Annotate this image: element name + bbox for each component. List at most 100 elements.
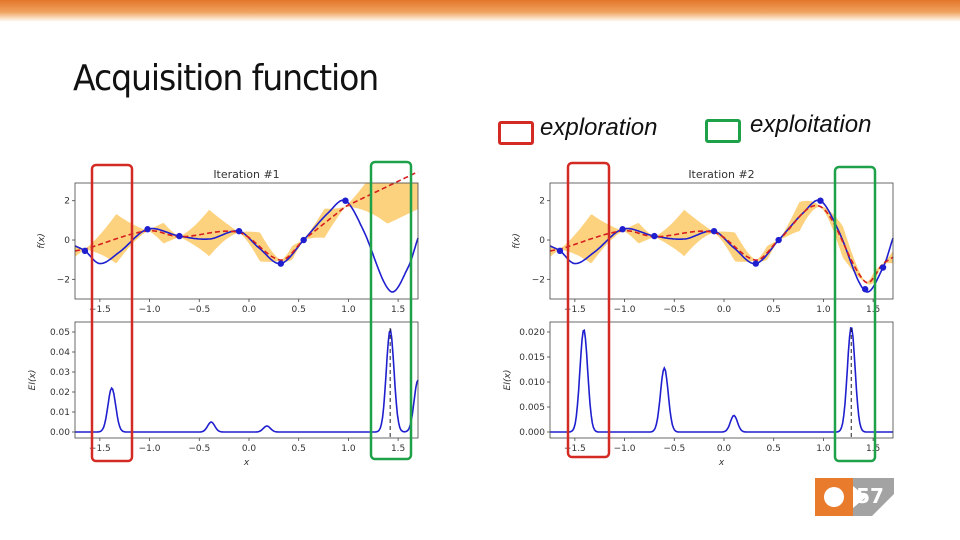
x-tick-label: 1.0 xyxy=(341,444,356,454)
observation-point xyxy=(752,260,759,267)
y-tick-label: 0.01 xyxy=(50,408,70,418)
x-tick-label: −1.0 xyxy=(139,305,161,315)
x-tick-label: 0.5 xyxy=(767,444,781,454)
plot-frame xyxy=(74,182,419,300)
x-tick-label: 1.0 xyxy=(341,305,356,315)
logo-circle-icon xyxy=(824,487,844,507)
x-tick-label: 1.5 xyxy=(391,305,405,315)
exploration-legend-swatch xyxy=(498,121,534,145)
x-axis-label: x xyxy=(718,458,725,468)
y-axis-label: f(x) xyxy=(37,233,47,249)
x-tick-label: 0.0 xyxy=(242,305,257,315)
observation-point xyxy=(300,236,307,244)
chart-panel-2: −1.5 −1.0 −0.5 0.0 0.5 1.0 1.5 0.00 0.01 0.02 0.03… xyxy=(28,321,419,468)
exploitation-highlight-box-2 xyxy=(833,165,877,463)
x-axis-label: x xyxy=(243,458,250,468)
uncertainty-band xyxy=(75,183,418,264)
observation-point xyxy=(879,264,887,271)
logo-arrow-icon xyxy=(853,486,866,508)
slide-title: Acquisition function xyxy=(73,58,379,99)
uncertainty-band xyxy=(550,200,893,285)
y-tick-label: 2 xyxy=(539,197,545,207)
true-function-line xyxy=(74,199,419,293)
x-tick-label: 0.0 xyxy=(717,305,732,315)
observation-point xyxy=(176,232,183,240)
x-tick-label: 0.5 xyxy=(767,305,781,315)
exploitation-legend-label: exploitation xyxy=(750,111,872,138)
x-tick-label: −1.5 xyxy=(89,444,111,454)
plot-frame xyxy=(549,182,894,300)
plot-frame xyxy=(74,321,419,439)
observation-point xyxy=(861,285,869,293)
observation-point xyxy=(556,247,564,255)
x-tick-label: 0.0 xyxy=(717,444,732,454)
exploration-highlight-box-2 xyxy=(566,161,611,459)
y-tick-label: −2 xyxy=(57,275,70,285)
x-tick-label: −1.5 xyxy=(89,305,111,315)
observation-point xyxy=(235,227,243,235)
page-number: 57 xyxy=(856,484,884,508)
top-accent-bar xyxy=(0,0,960,22)
chart-panel-1: −1.5 −1.0 −0.5 0.0 0.5 1.0 1.5 −2 0 2 Iteration #1… xyxy=(37,168,419,315)
x-tick-label: −1.0 xyxy=(614,305,636,315)
x-tick-label: −0.5 xyxy=(188,444,210,454)
y-tick-label: 0 xyxy=(64,236,70,246)
y-tick-label: 0.00 xyxy=(50,428,70,438)
y-tick-label: 0.05 xyxy=(50,328,70,338)
x-tick-label: −0.5 xyxy=(188,305,210,315)
observation-point xyxy=(342,197,349,204)
y-axis-label: EI(x) xyxy=(28,370,38,391)
ei-plot-1 xyxy=(75,328,419,438)
plot-frame xyxy=(549,321,894,439)
observation-point xyxy=(775,236,782,244)
gp-plot-1 xyxy=(74,170,419,293)
badge-gray-shape xyxy=(846,478,894,516)
x-tick-label: 0.5 xyxy=(292,305,306,315)
observation-point xyxy=(144,226,151,233)
y-tick-label: 0.03 xyxy=(50,368,70,378)
observation-point xyxy=(277,260,284,267)
y-axis-label: f(x) xyxy=(512,233,522,249)
observation-point xyxy=(651,232,658,240)
page-number-badge: 57 xyxy=(815,478,894,516)
exploration-highlight-box-1 xyxy=(90,163,134,463)
y-tick-label: 0.02 xyxy=(50,388,70,398)
x-tick-label: −1.0 xyxy=(139,444,161,454)
x-tick-label: −0.5 xyxy=(663,305,685,315)
observation-point xyxy=(817,197,824,204)
x-tick-label: 1.5 xyxy=(866,444,880,454)
y-tick-label: 0 xyxy=(539,236,545,246)
x-tick-label: −1.5 xyxy=(564,305,586,315)
expected-improvement-line xyxy=(75,328,419,433)
y-axis-label: EI(x) xyxy=(503,370,513,391)
chart-title: Iteration #1 xyxy=(213,168,279,181)
chart-title: Iteration #2 xyxy=(688,168,754,181)
y-tick-label: 0.000 xyxy=(519,428,545,438)
observation-point xyxy=(81,247,89,255)
y-tick-label: 2 xyxy=(64,197,70,207)
observation-point xyxy=(710,227,718,235)
x-tick-label: −0.5 xyxy=(663,444,685,454)
y-tick-label: −2 xyxy=(532,275,545,285)
x-tick-label: 0.5 xyxy=(292,444,306,454)
x-tick-label: 0.0 xyxy=(242,444,257,454)
x-tick-label: −1.5 xyxy=(564,444,586,454)
exploitation-legend-swatch xyxy=(705,119,741,143)
x-tick-label: 1.5 xyxy=(866,305,880,315)
y-tick-label: 0.020 xyxy=(519,328,545,338)
observation-point xyxy=(619,226,626,233)
chart-panel-4: −1.5 −1.0 −0.5 0.0 0.5 1.0 1.5 0.000 0.005 0.010 0… xyxy=(503,321,894,468)
x-tick-label: 1.5 xyxy=(391,444,405,454)
y-tick-label: 0.005 xyxy=(519,403,545,413)
gp-plot-2 xyxy=(549,197,894,293)
y-tick-label: 0.04 xyxy=(50,348,70,358)
exploration-legend-label: exploration xyxy=(540,114,658,141)
ei-plot-2 xyxy=(550,327,893,438)
x-tick-label: −1.0 xyxy=(614,444,636,454)
y-tick-label: 0.015 xyxy=(519,353,545,363)
exploitation-highlight-box-1 xyxy=(369,160,413,461)
x-tick-label: 1.0 xyxy=(816,305,831,315)
chart-panel-3: −1.5 −1.0 −0.5 0.0 0.5 1.0 1.5 −2 0 2 Iteration #2… xyxy=(512,168,894,315)
expected-improvement-line xyxy=(550,327,893,433)
